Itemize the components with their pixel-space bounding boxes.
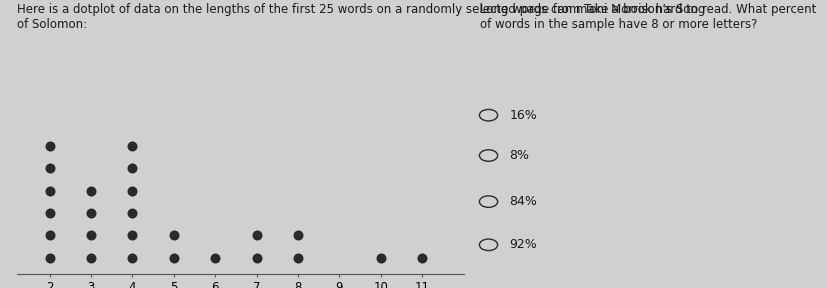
Point [126,255,139,260]
Point [167,233,180,238]
Point [126,143,139,148]
Text: Here is a dotplot of data on the lengths of the first 25 words on a randomly sel: Here is a dotplot of data on the lengths… [17,3,704,31]
Point [250,255,263,260]
Point [126,233,139,238]
Point [167,255,180,260]
Point [43,255,56,260]
Point [84,188,98,193]
Point [43,233,56,238]
Point [84,211,98,215]
Point [291,233,304,238]
Text: 16%: 16% [509,109,537,122]
Text: 92%: 92% [509,238,537,251]
Point [415,255,428,260]
Point [291,255,304,260]
Point [43,143,56,148]
Point [374,255,387,260]
Point [84,255,98,260]
Text: 84%: 84% [509,195,537,208]
Point [43,166,56,170]
Point [208,255,222,260]
Point [43,188,56,193]
Point [84,233,98,238]
Point [126,211,139,215]
Point [126,188,139,193]
Point [250,233,263,238]
Text: 8%: 8% [509,149,528,162]
Point [126,166,139,170]
Point [43,211,56,215]
Text: Long words can make a book hard to read. What percent
of words in the sample hav: Long words can make a book hard to read.… [480,3,815,31]
